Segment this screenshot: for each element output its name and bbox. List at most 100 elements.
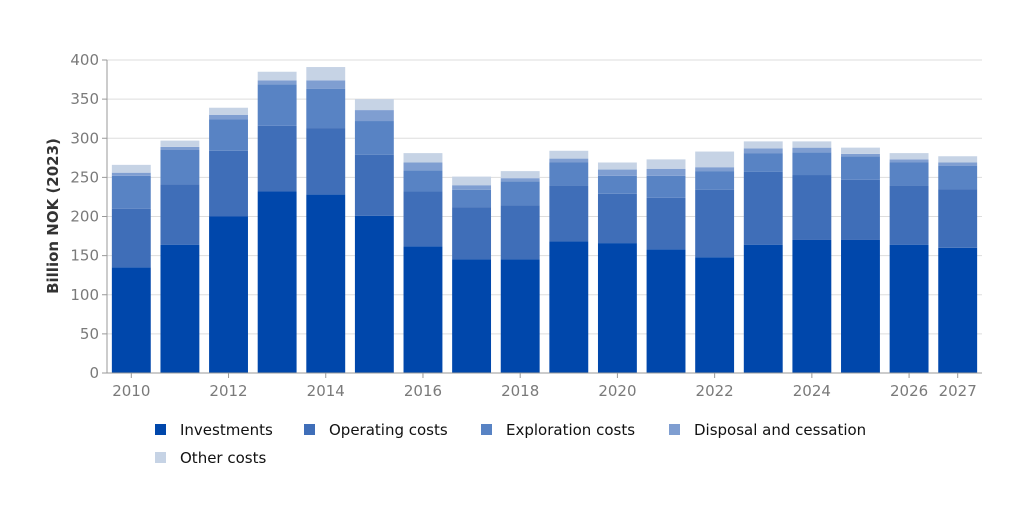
legend-label: Investments (180, 421, 273, 439)
bar-segment-other-costs-2026 (889, 153, 929, 160)
legend: Investments Operating costs Exploration co… (155, 421, 866, 467)
bar-segment-other-costs-2019 (549, 150, 589, 159)
legend-label: Disposal and cessation (694, 421, 866, 439)
bar-segment-exploration-costs-2026 (889, 162, 929, 186)
bar-segment-exploration-costs-2015 (354, 121, 394, 155)
bar-segment-disposal-and-cessation-2011 (160, 146, 200, 150)
bar-segment-other-costs-2014 (306, 67, 346, 81)
bar-segment-exploration-costs-2022 (695, 171, 735, 190)
bar-segment-investments-2011 (160, 244, 200, 373)
bar-segment-operating-costs-2013 (257, 125, 297, 192)
bar-segment-investments-2026 (889, 244, 929, 373)
bar-segment-operating-costs-2016 (403, 191, 443, 247)
bar-segment-exploration-costs-2023 (743, 153, 783, 172)
bar-segment-operating-costs-2021 (646, 197, 686, 250)
bar-segment-operating-costs-2010 (111, 208, 151, 268)
bar-segment-operating-costs-2026 (889, 185, 929, 245)
bar-segment-investments-2017 (452, 259, 492, 373)
bar-segment-other-costs-2025 (841, 147, 880, 154)
bar-segment-other-costs-2027 (938, 156, 978, 163)
x-tick-label: 2027 (939, 382, 977, 400)
x-tick-label: 2022 (696, 382, 734, 400)
bar-segment-disposal-and-cessation-2023 (743, 148, 783, 154)
bar-segment-exploration-costs-2014 (306, 88, 346, 129)
y-tick-label: 350 (70, 90, 99, 108)
bar-segment-investments-2020 (597, 243, 637, 373)
bar-segment-disposal-and-cessation-2016 (403, 162, 443, 171)
bar-segment-operating-costs-2019 (549, 185, 589, 242)
bar-segment-exploration-costs-2011 (160, 149, 200, 185)
legend-item-exploration-costs: Exploration costs (481, 421, 635, 439)
bar-segment-other-costs-2012 (209, 107, 248, 115)
bar-segment-other-costs-2015 (354, 99, 394, 111)
y-tick-label: 150 (70, 247, 99, 265)
bar-segment-other-costs-2020 (597, 162, 637, 170)
bar-segment-operating-costs-2018 (500, 205, 540, 260)
legend-label: Operating costs (329, 421, 448, 439)
bar-segment-investments-2010 (111, 267, 151, 373)
legend-swatch (155, 424, 166, 435)
bar-segment-disposal-and-cessation-2013 (257, 80, 297, 85)
bar-segment-operating-costs-2027 (938, 189, 978, 248)
bar-segment-disposal-and-cessation-2018 (500, 178, 540, 182)
bar-segment-exploration-costs-2025 (841, 156, 880, 180)
bars (111, 67, 978, 373)
bar-segment-investments-2023 (743, 244, 783, 373)
bar-segment-investments-2012 (209, 216, 248, 373)
bar-segment-other-costs-2013 (257, 71, 297, 81)
bar-segment-exploration-costs-2010 (111, 175, 151, 209)
bar-segment-investments-2016 (403, 246, 443, 373)
bar-segment-investments-2025 (841, 239, 880, 373)
x-tick-label: 2026 (890, 382, 928, 400)
bar-segment-operating-costs-2025 (841, 179, 880, 240)
bar-segment-disposal-and-cessation-2027 (938, 162, 978, 166)
bar-segment-other-costs-2017 (452, 176, 492, 186)
bar-segment-investments-2015 (354, 215, 394, 373)
bar-segment-disposal-and-cessation-2022 (695, 167, 735, 172)
bar-segment-other-costs-2016 (403, 153, 443, 163)
bar-segment-operating-costs-2024 (792, 175, 832, 240)
legend-label: Exploration costs (506, 421, 635, 439)
bar-segment-exploration-costs-2012 (209, 119, 248, 151)
grid-lines (107, 59, 982, 335)
bar-segment-disposal-and-cessation-2024 (792, 147, 832, 153)
bar-segment-disposal-and-cessation-2026 (889, 159, 929, 163)
legend-item-other-costs: Other costs (155, 449, 266, 467)
bar-segment-operating-costs-2017 (452, 207, 492, 260)
bar-segment-operating-costs-2020 (597, 193, 637, 244)
bar-segment-investments-2019 (549, 241, 589, 373)
legend-label: Other costs (180, 449, 266, 467)
bar-segment-operating-costs-2012 (209, 150, 248, 217)
bar-segment-disposal-and-cessation-2017 (452, 185, 492, 190)
bar-segment-investments-2014 (306, 194, 346, 373)
legend-swatch (155, 452, 166, 463)
x-tick-label: 2010 (112, 382, 150, 400)
bar-segment-operating-costs-2015 (354, 154, 394, 216)
bar-segment-operating-costs-2014 (306, 128, 346, 195)
bar-segment-exploration-costs-2021 (646, 175, 686, 198)
y-tick-label: 300 (70, 129, 99, 147)
axes: 0 50 100 150 200 250 300 350 400 2010 2012 2014 2016… (70, 51, 982, 400)
bar-segment-exploration-costs-2024 (792, 152, 832, 176)
bar-segment-other-costs-2023 (743, 141, 783, 149)
x-tick-label: 2016 (404, 382, 442, 400)
bar-segment-operating-costs-2011 (160, 184, 200, 245)
legend-item-investments: Investments (155, 421, 273, 439)
bar-segment-investments-2027 (938, 247, 978, 373)
bar-segment-operating-costs-2022 (695, 189, 735, 258)
bar-segment-exploration-costs-2027 (938, 165, 978, 190)
x-tick-label: 2020 (598, 382, 636, 400)
legend-item-disposal-and-cessation: Disposal and cessation (669, 421, 866, 439)
y-tick-label: 250 (70, 168, 99, 186)
bar-segment-investments-2024 (792, 239, 832, 373)
legend-item-operating-costs: Operating costs (304, 421, 448, 439)
x-tick-label: 2024 (793, 382, 831, 400)
legend-swatch (481, 424, 492, 435)
y-tick-label: 200 (70, 208, 99, 226)
bar-segment-disposal-and-cessation-2020 (597, 169, 637, 176)
x-tick-label: 2018 (501, 382, 539, 400)
bar-segment-investments-2022 (695, 257, 735, 373)
bar-segment-disposal-and-cessation-2010 (111, 172, 151, 176)
